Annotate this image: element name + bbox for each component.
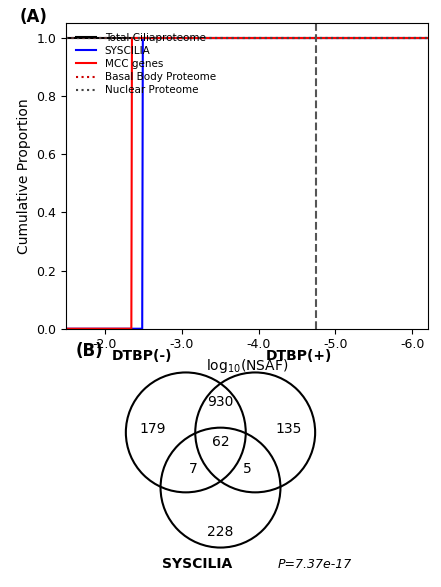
Text: DTBP(-): DTBP(-) <box>112 349 172 363</box>
Y-axis label: Cumulative Proportion: Cumulative Proportion <box>17 98 31 254</box>
Text: (A): (A) <box>19 8 47 26</box>
X-axis label: log$_{10}$(NSAF): log$_{10}$(NSAF) <box>206 357 288 375</box>
Text: 5: 5 <box>243 462 252 475</box>
Text: 179: 179 <box>139 422 166 436</box>
Text: 135: 135 <box>275 422 302 436</box>
Text: P=7.37e-17: P=7.37e-17 <box>278 558 352 571</box>
Text: SYSCILIA: SYSCILIA <box>162 557 232 571</box>
Text: (B): (B) <box>75 342 103 360</box>
Text: 930: 930 <box>207 396 234 409</box>
Text: 7: 7 <box>189 462 198 475</box>
Legend: Total Ciliaproteome, SYSCILIA, MCC genes, Basal Body Proteome, Nuclear Proteome: Total Ciliaproteome, SYSCILIA, MCC genes… <box>71 29 220 100</box>
Text: DTBP(+): DTBP(+) <box>266 349 333 363</box>
Text: 228: 228 <box>207 525 234 539</box>
Text: 62: 62 <box>212 435 229 449</box>
